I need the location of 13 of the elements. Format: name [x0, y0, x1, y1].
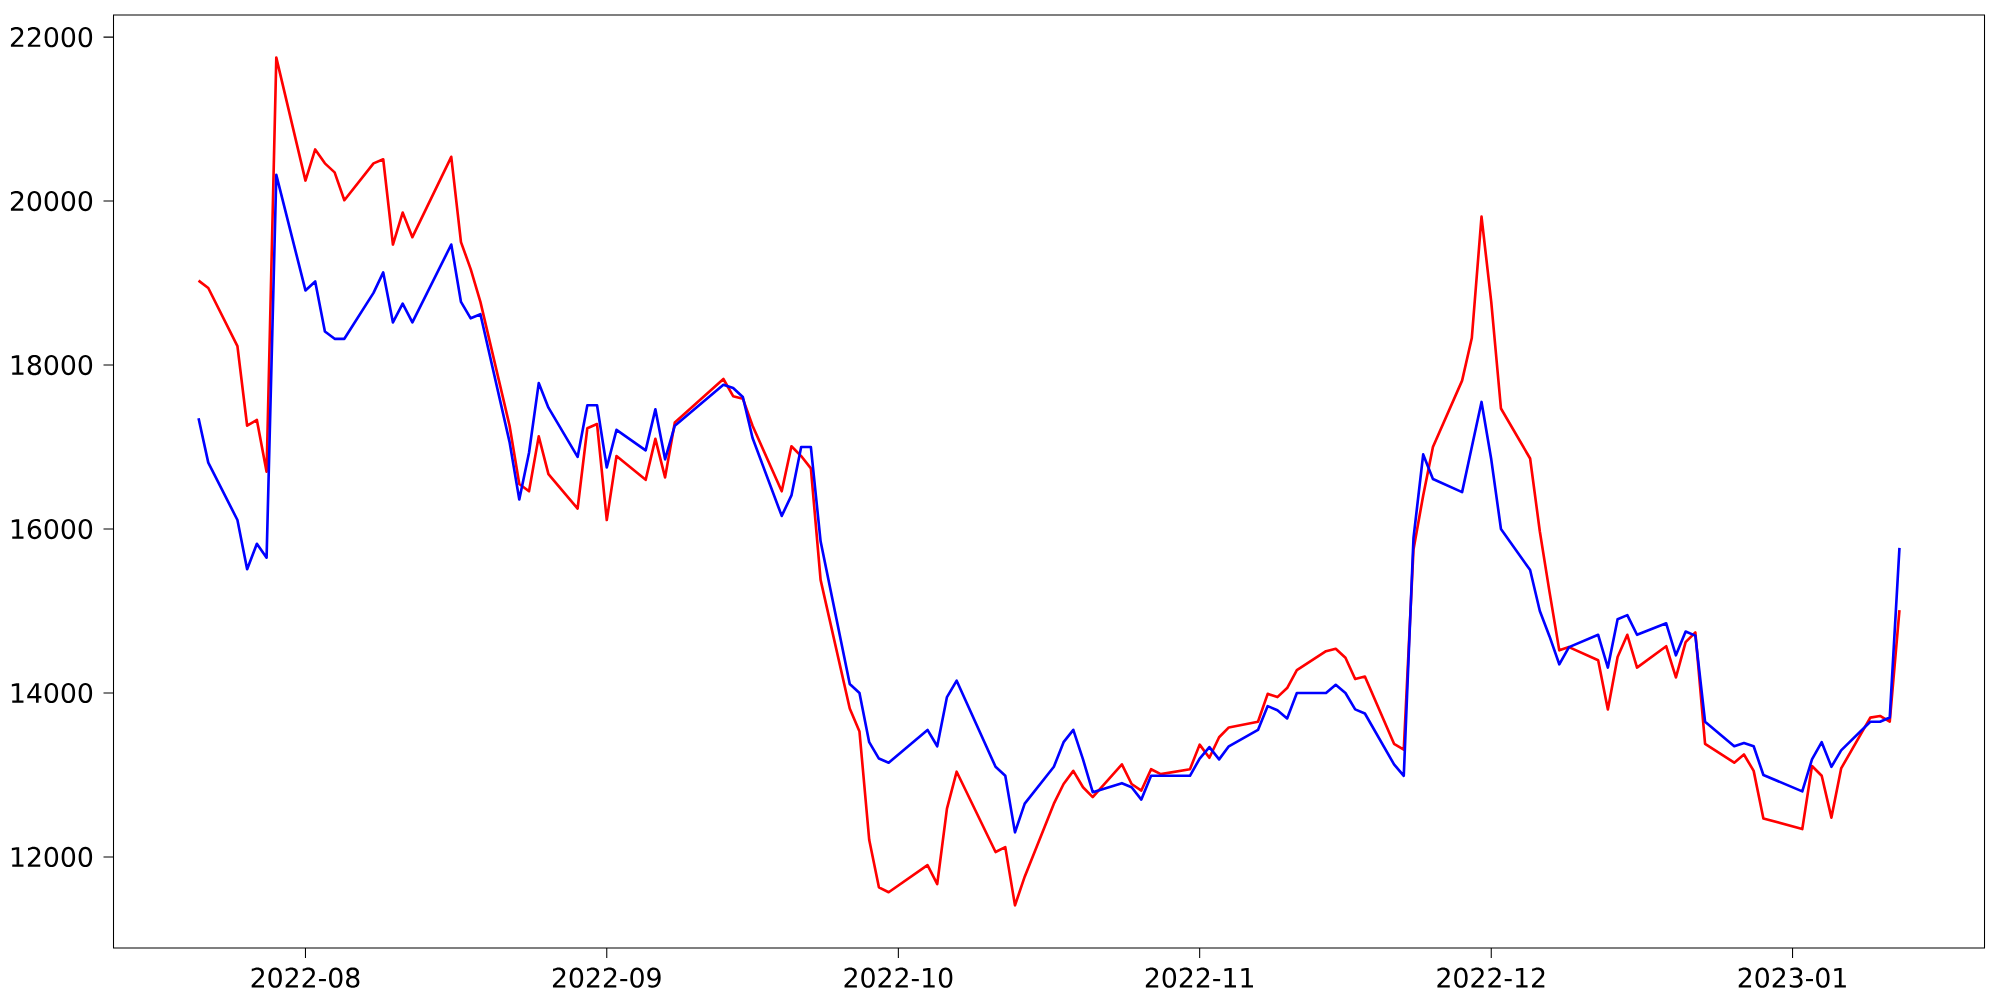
x-tick-label: 2022-12	[1437, 967, 1545, 988]
y-tick-label: 12000	[11, 846, 93, 868]
y-tick-label: 16000	[11, 518, 93, 540]
x-tick-label: 2023-01	[1738, 967, 1846, 988]
y-tick-label: 22000	[10, 27, 93, 48]
x-tick-label: 2022-08	[251, 967, 360, 988]
x-tick-label: 2022-09	[552, 967, 661, 988]
line-series	[197, 56, 1901, 907]
y-tick-label: 20000	[10, 190, 93, 212]
y-tick-label: 18000	[11, 354, 93, 376]
x-tick-label: 2022-10	[844, 967, 953, 988]
y-tick-label: 14000	[11, 682, 93, 704]
x-tick-label: 2022-11	[1145, 967, 1253, 988]
